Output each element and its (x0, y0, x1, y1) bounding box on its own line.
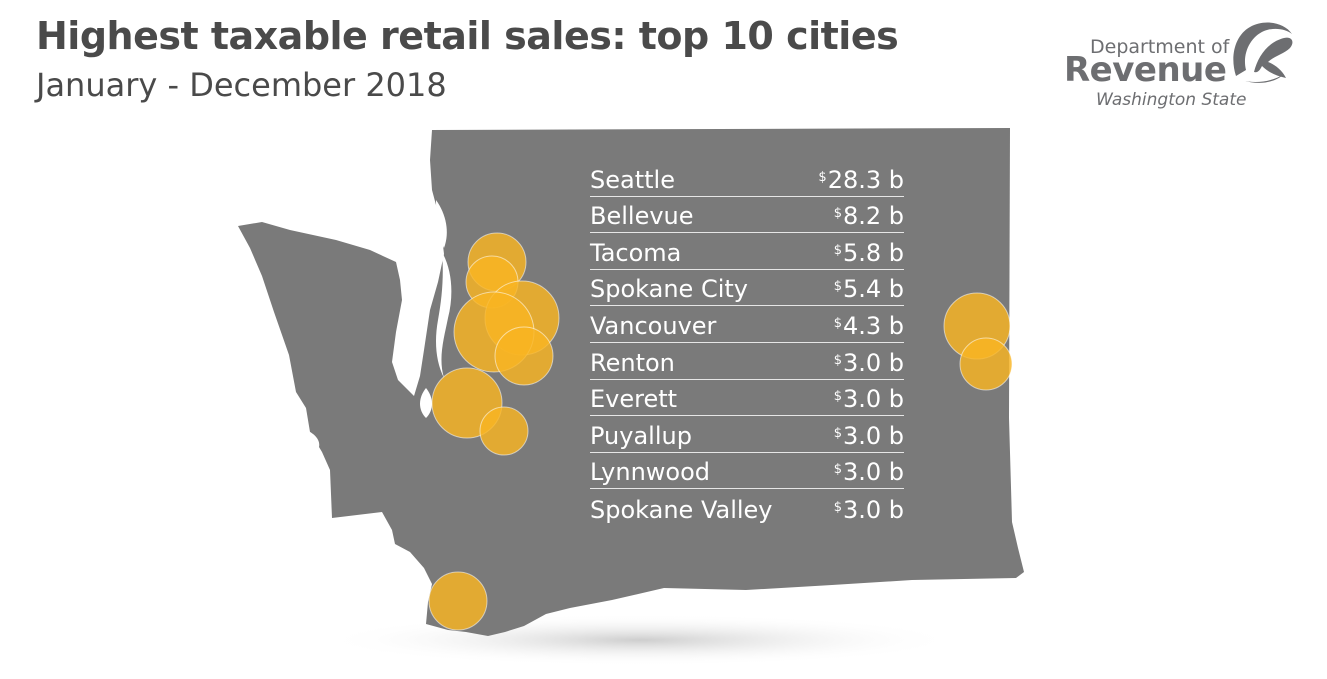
city-amount: $3.0 b (834, 349, 904, 377)
city-amount: $28.3 b (818, 166, 904, 194)
table-row: Renton $3.0 b (590, 343, 904, 380)
washington-state-shape (238, 128, 1024, 636)
city-name: Everett (590, 385, 678, 414)
city-bubble (428, 571, 488, 631)
table-row: Bellevue $8.2 b (590, 197, 904, 234)
table-row: Vancouver $4.3 b (590, 306, 904, 343)
city-name: Renton (590, 348, 675, 377)
table-row: Tacoma $5.8 b (590, 233, 904, 270)
logo-line-state: Washington State (1096, 90, 1247, 110)
currency-symbol: $ (833, 315, 842, 331)
city-amount: $3.0 b (834, 385, 904, 413)
amount-value: 3.0 b (842, 385, 904, 414)
amount-value: 3.0 b (842, 421, 904, 450)
city-amount: $5.8 b (834, 239, 904, 267)
currency-symbol: $ (833, 389, 842, 405)
city-name: Spokane City (590, 275, 748, 304)
currency-symbol: $ (833, 352, 842, 368)
city-amount: $5.4 b (834, 275, 904, 303)
amount-value: 5.4 b (842, 275, 904, 304)
puget-sound-water (305, 172, 452, 500)
table-row: Puyallup $3.0 b (590, 416, 904, 453)
currency-symbol: $ (833, 425, 842, 441)
page-title: Highest taxable retail sales: top 10 cit… (36, 14, 899, 58)
city-name: Seattle (590, 165, 675, 194)
city-bubble (494, 326, 554, 386)
city-bubble (959, 337, 1013, 391)
city-name: Puyallup (590, 421, 692, 450)
amount-value: 3.0 b (842, 495, 904, 524)
amount-value: 4.3 b (842, 311, 904, 340)
amount-value: 8.2 b (842, 202, 904, 231)
city-name: Lynnwood (590, 458, 711, 487)
city-amount: $4.3 b (834, 312, 904, 340)
currency-symbol: $ (833, 462, 842, 478)
city-name: Bellevue (590, 202, 694, 231)
amount-value: 3.0 b (842, 348, 904, 377)
logo-line-revenue: Revenue (1064, 50, 1227, 90)
city-bubble (479, 406, 529, 456)
map-shadow (320, 614, 960, 666)
currency-symbol: $ (833, 206, 842, 222)
currency-symbol: $ (833, 499, 842, 515)
logo-swirl-icon (1233, 22, 1293, 83)
currency-symbol: $ (833, 279, 842, 295)
ranking-table: Seattle $28.3 b Bellevue $8.2 b Tacoma $5.8 b… (590, 160, 904, 526)
amount-value: 5.8 b (842, 238, 904, 267)
city-name: Spokane Valley (590, 495, 773, 524)
city-bubbles (428, 232, 1013, 631)
table-row: Lynnwood $3.0 b (590, 453, 904, 490)
table-row: Seattle $28.3 b (590, 160, 904, 197)
amount-value: 28.3 b (827, 165, 904, 194)
table-row: Spokane City $5.4 b (590, 270, 904, 307)
city-amount: $3.0 b (834, 422, 904, 450)
department-of-revenue-logo: Department of Revenue Washington State (1060, 14, 1300, 114)
city-amount: $3.0 b (834, 458, 904, 486)
amount-value: 3.0 b (842, 458, 904, 487)
page-subtitle: January - December 2018 (36, 66, 447, 104)
city-amount: $3.0 b (834, 496, 904, 524)
currency-symbol: $ (818, 169, 827, 185)
logo-line-department: Department of (1090, 36, 1230, 58)
currency-symbol: $ (833, 242, 842, 258)
city-name: Vancouver (590, 311, 717, 340)
table-row: Everett $3.0 b (590, 380, 904, 417)
city-amount: $8.2 b (834, 202, 904, 230)
city-name: Tacoma (590, 238, 682, 267)
table-row: Spokane Valley $3.0 b (590, 489, 904, 526)
